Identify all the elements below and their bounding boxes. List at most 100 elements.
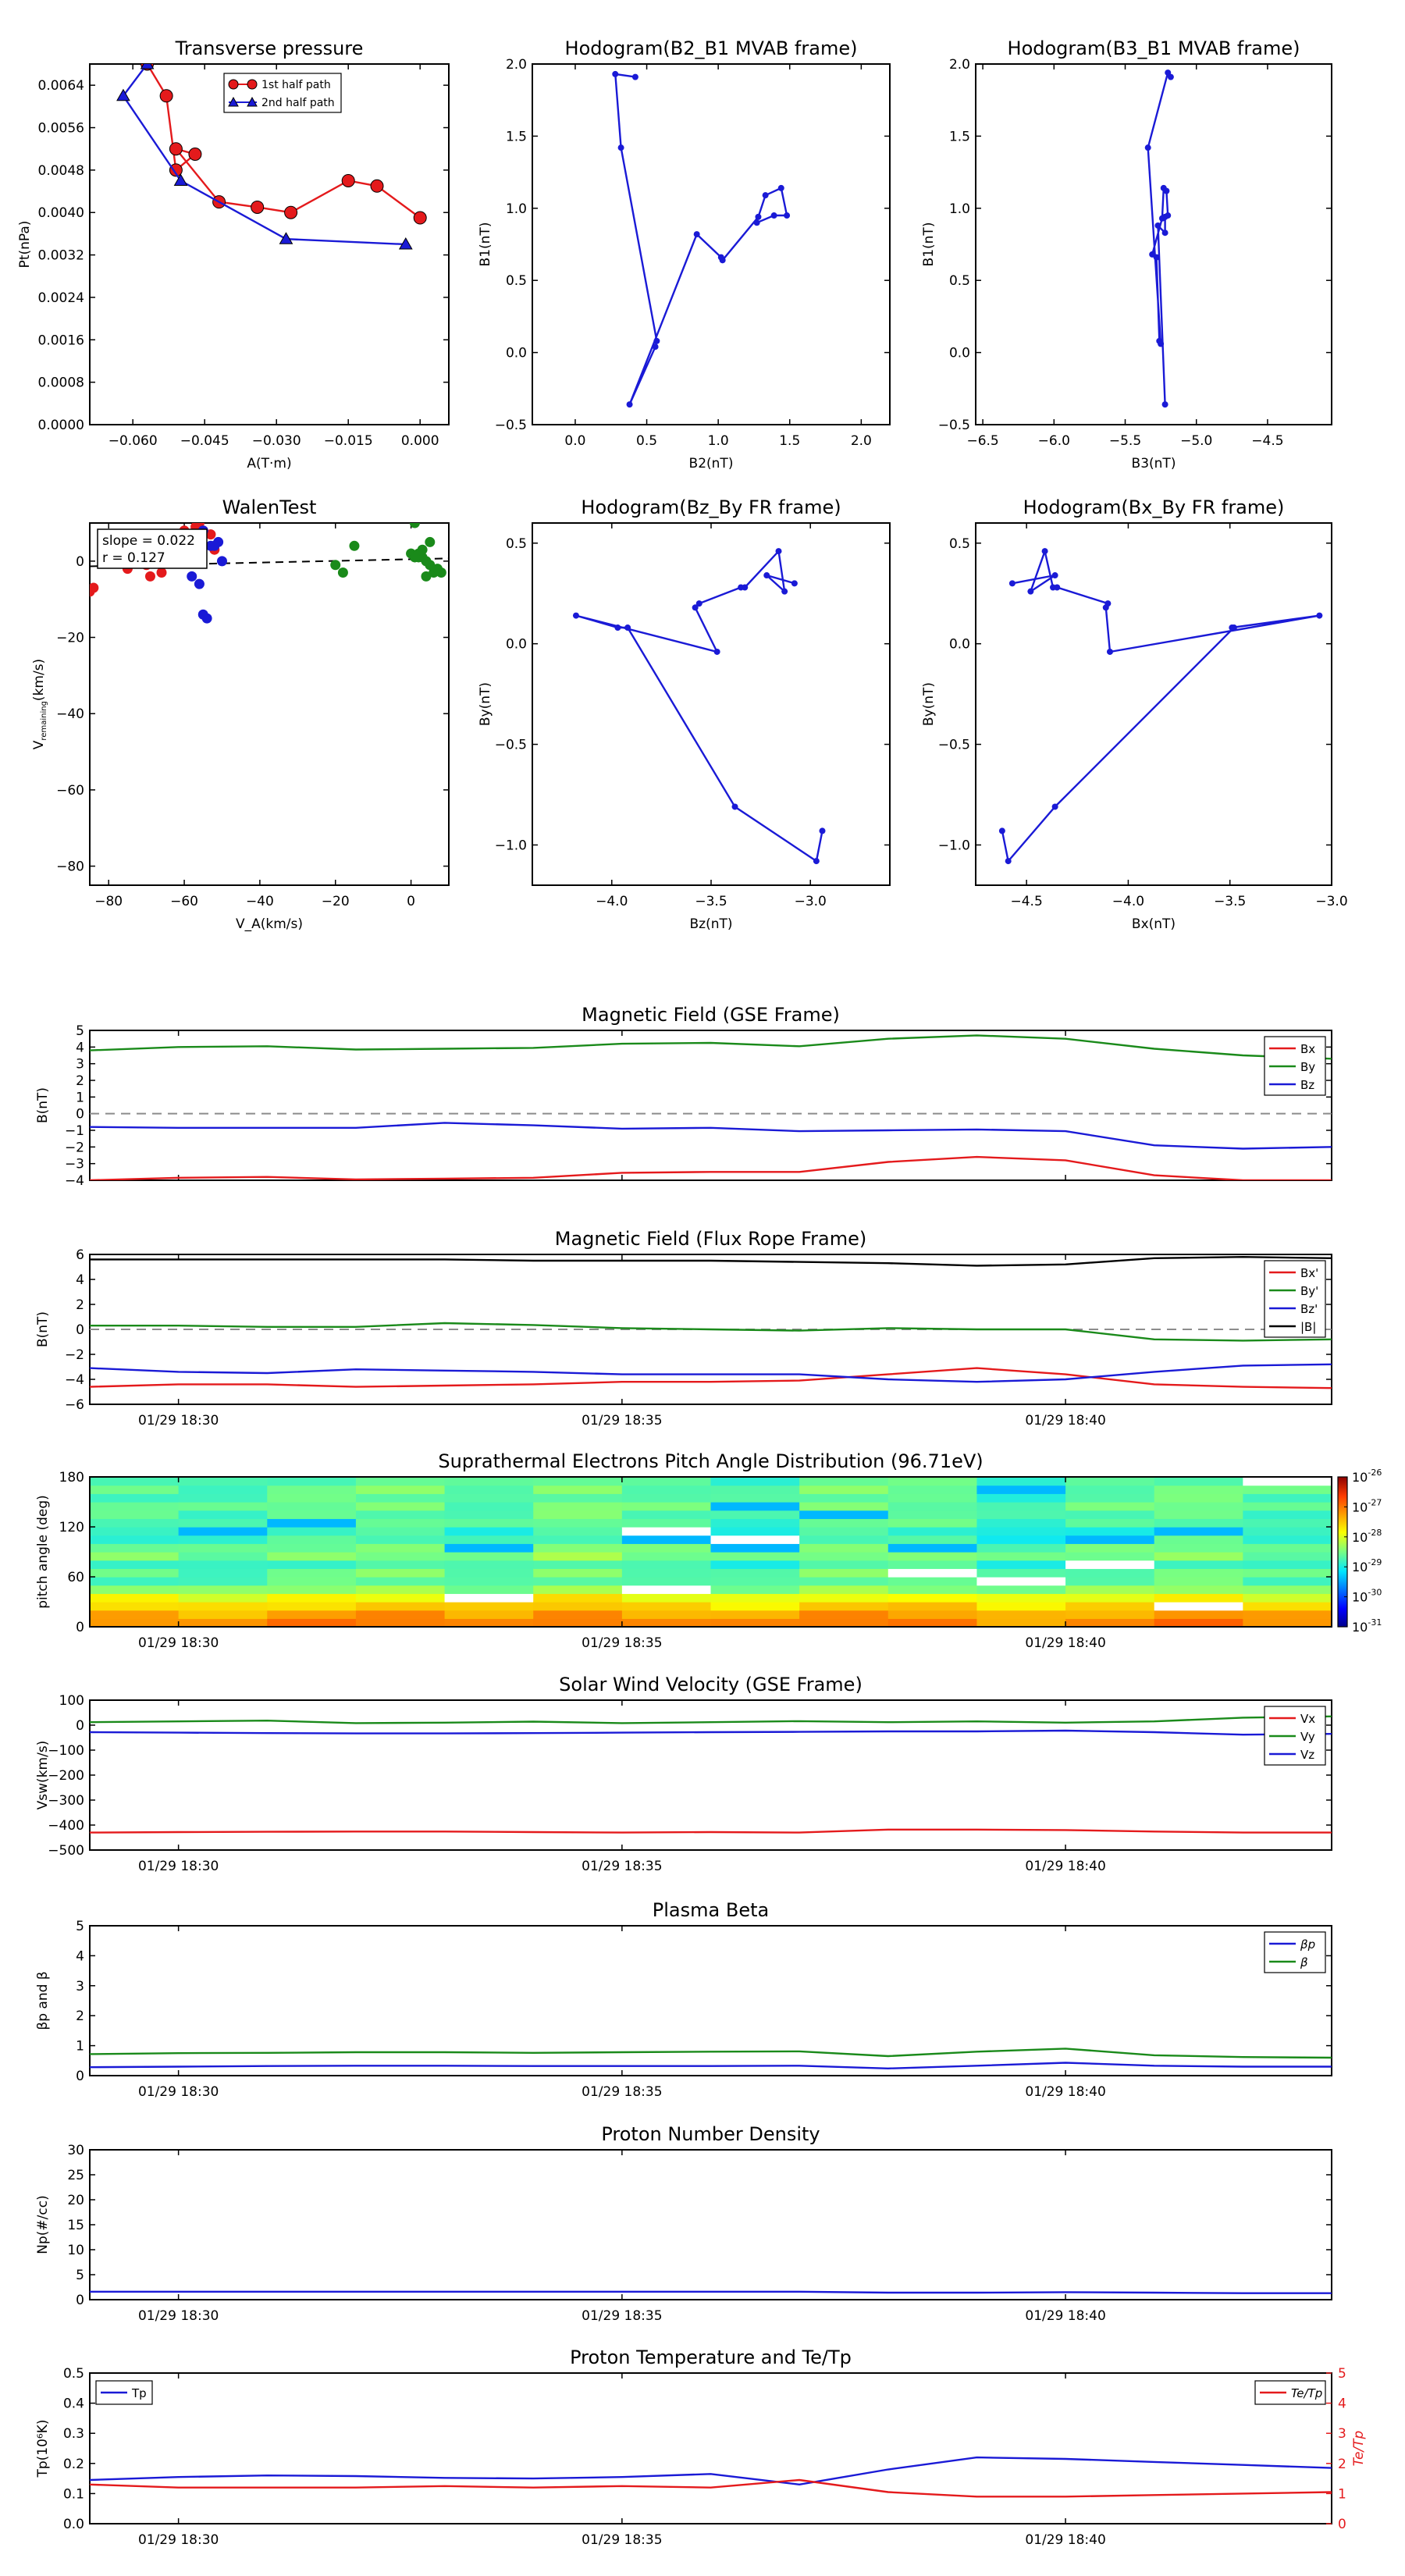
pt-ytick-label: 0.0032 — [38, 248, 84, 264]
bfr-xtick-label: 01/29 18:35 — [582, 1413, 662, 1429]
h2-ytick-label: 1.5 — [949, 129, 970, 144]
pad-cell — [1065, 1610, 1155, 1619]
pad-cell — [1065, 1602, 1155, 1611]
walen-point-green — [349, 540, 360, 551]
pad-cell — [444, 1518, 534, 1528]
walen-ylabel-unit: (km/s) — [31, 659, 47, 701]
pad-cell — [1154, 1602, 1243, 1611]
tp-legend2-label: Te/Tp — [1291, 2386, 1322, 2400]
pt-xtick-label: −0.045 — [180, 433, 229, 449]
pad-cell — [1243, 1568, 1332, 1578]
h1-ytick-label: 2.0 — [506, 57, 527, 73]
pad-cell — [1243, 1577, 1332, 1586]
tp-ytick-label: 0.4 — [63, 2396, 84, 2412]
bgse-series-line — [90, 1034, 1332, 1060]
pad-cell — [533, 1560, 623, 1569]
pad-cell — [444, 1493, 534, 1503]
pad-cell — [1154, 1543, 1243, 1553]
pad-cell — [178, 1552, 268, 1561]
h1-frame — [532, 63, 891, 425]
h1-series-point — [693, 231, 700, 238]
h1-ytick-label: −0.5 — [495, 418, 527, 433]
tp-ytick-label: 0.1 — [63, 2486, 84, 2502]
pt-xtick-label: −0.030 — [252, 433, 301, 449]
pad-cell — [178, 1577, 268, 1586]
pt-series1-marker — [169, 163, 183, 177]
np-ytick-label: 15 — [67, 2218, 84, 2233]
h4-series-point — [1229, 624, 1236, 632]
pad-cell — [1243, 1560, 1332, 1569]
walen-ytick-label: −60 — [56, 783, 84, 799]
vsw-ytick-label: −300 — [48, 1793, 84, 1809]
beta-frame — [89, 1925, 1332, 2076]
vsw-ytick-label: −100 — [48, 1743, 84, 1759]
vsw-legend-label: Vz — [1300, 1748, 1314, 1762]
pad-cell — [887, 1610, 978, 1619]
pad-cell — [976, 1510, 1066, 1519]
h3-series-point — [692, 604, 699, 611]
pad-cell — [621, 1577, 712, 1586]
h4-series-point — [1316, 612, 1323, 619]
pad-cell — [267, 1602, 357, 1611]
pad-cell — [267, 1518, 357, 1528]
tp-ytick2-label: 5 — [1338, 2366, 1346, 2382]
pad-cell — [1065, 1585, 1155, 1594]
pad-cell — [267, 1510, 357, 1519]
bgse-ytick-label: −1 — [65, 1123, 84, 1139]
pad-cell — [1065, 1527, 1155, 1536]
pad-cell — [621, 1510, 712, 1519]
bfr-ytick-label: −6 — [65, 1397, 84, 1413]
pad-cell — [710, 1618, 800, 1628]
bgse-ytick-label: 0 — [76, 1107, 84, 1123]
pad-cell — [1243, 1485, 1332, 1494]
pt-legend-marker1b — [247, 79, 258, 90]
h1-ytick-label: 0.0 — [506, 346, 527, 361]
pad-cell — [621, 1518, 712, 1528]
pad-cell — [444, 1560, 534, 1569]
pad-cell — [1154, 1535, 1243, 1544]
pt-ylabel: Pt(nPa) — [17, 221, 33, 269]
pad-cell — [1065, 1593, 1155, 1603]
pt-legend-box — [223, 73, 342, 113]
pad-cell — [976, 1543, 1066, 1553]
h4-frame — [975, 522, 1332, 886]
pad-cell — [887, 1535, 978, 1544]
pad-ytick-label: 0 — [76, 1620, 84, 1635]
walen-ytick-label: 0 — [76, 554, 84, 570]
tp-legend-label: Tp — [131, 2386, 147, 2400]
bgse-legend-label: Bz — [1300, 1078, 1314, 1092]
pad-cell — [178, 1510, 268, 1519]
pad-cell — [355, 1518, 446, 1528]
pad-cell — [267, 1527, 357, 1536]
h4-ytick-label: 0.5 — [949, 536, 970, 552]
pad-cell — [799, 1535, 889, 1544]
h1-series-point — [784, 212, 791, 219]
h4-series-point — [1005, 858, 1012, 865]
h2-xtick-label: −4.5 — [1251, 433, 1283, 449]
pad-cell — [1154, 1502, 1243, 1511]
pad-cell — [799, 1552, 889, 1561]
beta-ytick-label: 4 — [76, 1948, 84, 1964]
beta-series-line — [90, 2048, 1332, 2059]
tp-title: Proton Temperature and Te/Tp — [570, 2347, 852, 2368]
pad-cell — [1243, 1602, 1332, 1611]
pad-cell — [710, 1518, 800, 1528]
pad-cell — [887, 1543, 978, 1553]
pt-series2-marker — [140, 64, 155, 69]
pad-cell — [799, 1527, 889, 1536]
np-ytick-label: 20 — [67, 2193, 84, 2208]
pad-cell — [710, 1510, 800, 1519]
pad-cell — [621, 1618, 712, 1628]
h2-ytick-label: 0.5 — [949, 273, 970, 289]
pad-cell — [267, 1585, 357, 1594]
pad-cell — [976, 1568, 1066, 1578]
beta-series-line — [90, 2062, 1332, 2070]
pad-cell — [976, 1485, 1066, 1494]
pad-cell — [1243, 1477, 1332, 1486]
pad-cell — [90, 1602, 180, 1611]
bfr-series-line — [90, 1367, 1332, 1389]
pad-cell — [533, 1593, 623, 1603]
pad-cell — [799, 1502, 889, 1511]
pad-colorbar-label: 10-26 — [1352, 1468, 1382, 1485]
pad-cell — [90, 1577, 180, 1586]
